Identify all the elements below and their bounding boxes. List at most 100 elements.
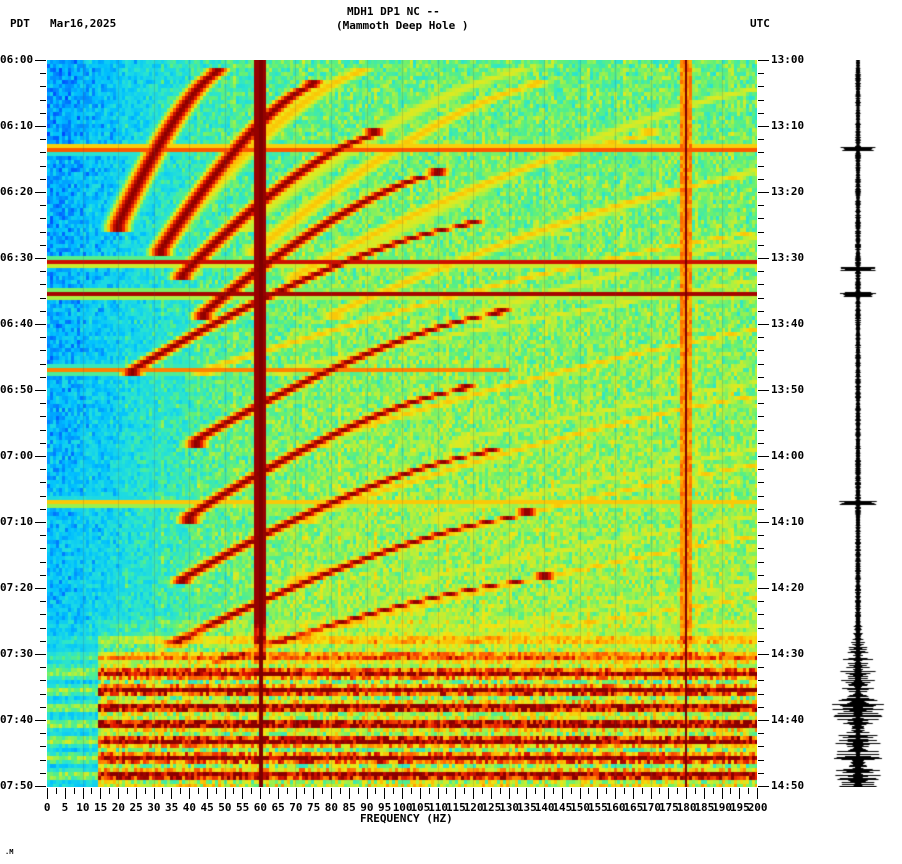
freq-tick-label: 5 bbox=[61, 801, 69, 814]
freq-tick-major bbox=[597, 788, 599, 799]
freq-tick-label: 195 bbox=[729, 801, 750, 814]
axis-tick-minor bbox=[758, 86, 764, 88]
freq-tick-label: 130 bbox=[499, 801, 520, 814]
freq-tick-minor bbox=[91, 788, 93, 794]
axis-tick-minor bbox=[40, 416, 46, 418]
axis-tick-minor bbox=[40, 244, 46, 246]
axis-tick-label: 06:20 bbox=[0, 185, 34, 198]
freq-tick-major bbox=[473, 788, 474, 799]
freq-tick-major bbox=[118, 788, 119, 799]
freq-tick-label: 120 bbox=[463, 801, 484, 814]
freq-tick-label: 125 bbox=[481, 801, 502, 814]
freq-tick-major bbox=[739, 788, 741, 799]
axis-tick-minor bbox=[758, 73, 764, 75]
freq-tick-major bbox=[171, 788, 173, 799]
axis-tick-minor bbox=[758, 535, 764, 537]
freq-tick-minor bbox=[641, 788, 643, 794]
freq-tick-label: 155 bbox=[587, 801, 608, 814]
freq-tick-label: 85 bbox=[342, 801, 356, 814]
freq-tick-minor bbox=[375, 788, 377, 794]
axis-tick-major bbox=[35, 522, 46, 523]
axis-tick-minor bbox=[40, 706, 46, 708]
axis-tick-minor bbox=[758, 746, 764, 748]
freq-tick-label: 95 bbox=[378, 801, 392, 814]
axis-tick-minor bbox=[758, 99, 764, 101]
axis-tick-minor bbox=[758, 627, 764, 629]
axis-tick-minor bbox=[758, 231, 764, 233]
freq-tick-major bbox=[153, 788, 155, 799]
freq-tick-label: 140 bbox=[534, 801, 555, 814]
freq-tick-major bbox=[402, 788, 403, 799]
axis-tick-major bbox=[758, 60, 769, 61]
freq-tick-major bbox=[313, 788, 315, 799]
axis-tick-major bbox=[35, 60, 46, 61]
freq-tick-major bbox=[47, 788, 48, 799]
axis-tick-major bbox=[758, 522, 769, 523]
axis-tick-minor bbox=[40, 561, 46, 563]
axis-tick-label: 06:30 bbox=[0, 251, 34, 264]
spectrogram-canvas bbox=[47, 60, 757, 787]
spectrogram-plot[interactable] bbox=[47, 60, 757, 787]
freq-tick-minor bbox=[446, 788, 448, 794]
freq-tick-minor bbox=[126, 788, 128, 794]
freq-tick-label: 60 bbox=[253, 801, 268, 814]
axis-tick-major bbox=[35, 324, 46, 325]
freq-tick-minor bbox=[606, 788, 608, 794]
freq-tick-minor bbox=[55, 788, 57, 794]
freq-tick-minor bbox=[623, 788, 625, 794]
axis-tick-label: 06:00 bbox=[0, 53, 34, 66]
axis-tick-major bbox=[758, 258, 769, 259]
freq-tick-minor bbox=[357, 788, 359, 794]
freq-tick-minor bbox=[552, 788, 554, 794]
axis-tick-minor bbox=[40, 772, 46, 774]
freq-tick-minor bbox=[499, 788, 501, 794]
freq-tick-minor bbox=[304, 788, 306, 794]
freq-tick-major bbox=[615, 788, 616, 799]
freq-tick-minor bbox=[144, 788, 146, 794]
axis-tick-label: 07:00 bbox=[0, 449, 34, 462]
axis-tick-minor bbox=[758, 165, 764, 167]
axis-tick-minor bbox=[40, 403, 46, 405]
freq-tick-label: 40 bbox=[182, 801, 197, 814]
axis-tick-minor bbox=[40, 205, 46, 207]
axis-tick-minor bbox=[40, 508, 46, 510]
freq-tick-minor bbox=[464, 788, 466, 794]
axis-tick-minor bbox=[758, 178, 764, 180]
freq-tick-minor bbox=[712, 788, 714, 794]
axis-tick-minor bbox=[40, 640, 46, 642]
axis-tick-minor bbox=[758, 614, 764, 616]
freq-tick-minor bbox=[162, 788, 164, 794]
axis-tick-major bbox=[35, 786, 46, 787]
freq-tick-major bbox=[64, 788, 66, 799]
freq-tick-major bbox=[526, 788, 528, 799]
axis-tick-major bbox=[758, 654, 769, 655]
axis-tick-major bbox=[758, 324, 769, 325]
axis-tick-major bbox=[35, 192, 46, 193]
axis-tick-minor bbox=[758, 706, 764, 708]
freq-tick-major bbox=[561, 788, 563, 799]
axis-tick-minor bbox=[40, 218, 46, 220]
axis-tick-label: 07:20 bbox=[0, 581, 34, 594]
seismogram-trace bbox=[820, 60, 898, 787]
freq-tick-label: 65 bbox=[271, 801, 285, 814]
freq-tick-major bbox=[260, 788, 261, 799]
axis-tick-major bbox=[35, 588, 46, 589]
freq-tick-minor bbox=[109, 788, 111, 794]
axis-tick-label: 13:10 bbox=[771, 119, 805, 132]
axis-tick-minor bbox=[40, 482, 46, 484]
freq-tick-label: 175 bbox=[658, 801, 679, 814]
axis-tick-minor bbox=[40, 601, 46, 603]
freq-tick-label: 55 bbox=[236, 801, 250, 814]
freq-tick-label: 25 bbox=[129, 801, 143, 814]
axis-tick-label: 07:10 bbox=[0, 515, 34, 528]
axis-tick-minor bbox=[758, 495, 764, 497]
freq-tick-major bbox=[100, 788, 102, 799]
freq-tick-minor bbox=[694, 788, 696, 794]
freq-tick-label: 165 bbox=[623, 801, 644, 814]
axis-tick-minor bbox=[758, 482, 764, 484]
axis-tick-minor bbox=[40, 733, 46, 735]
axis-tick-major bbox=[758, 456, 769, 457]
axis-tick-minor bbox=[758, 205, 764, 207]
axis-tick-minor bbox=[758, 416, 764, 418]
date-label: Mar16,2025 bbox=[50, 17, 117, 30]
